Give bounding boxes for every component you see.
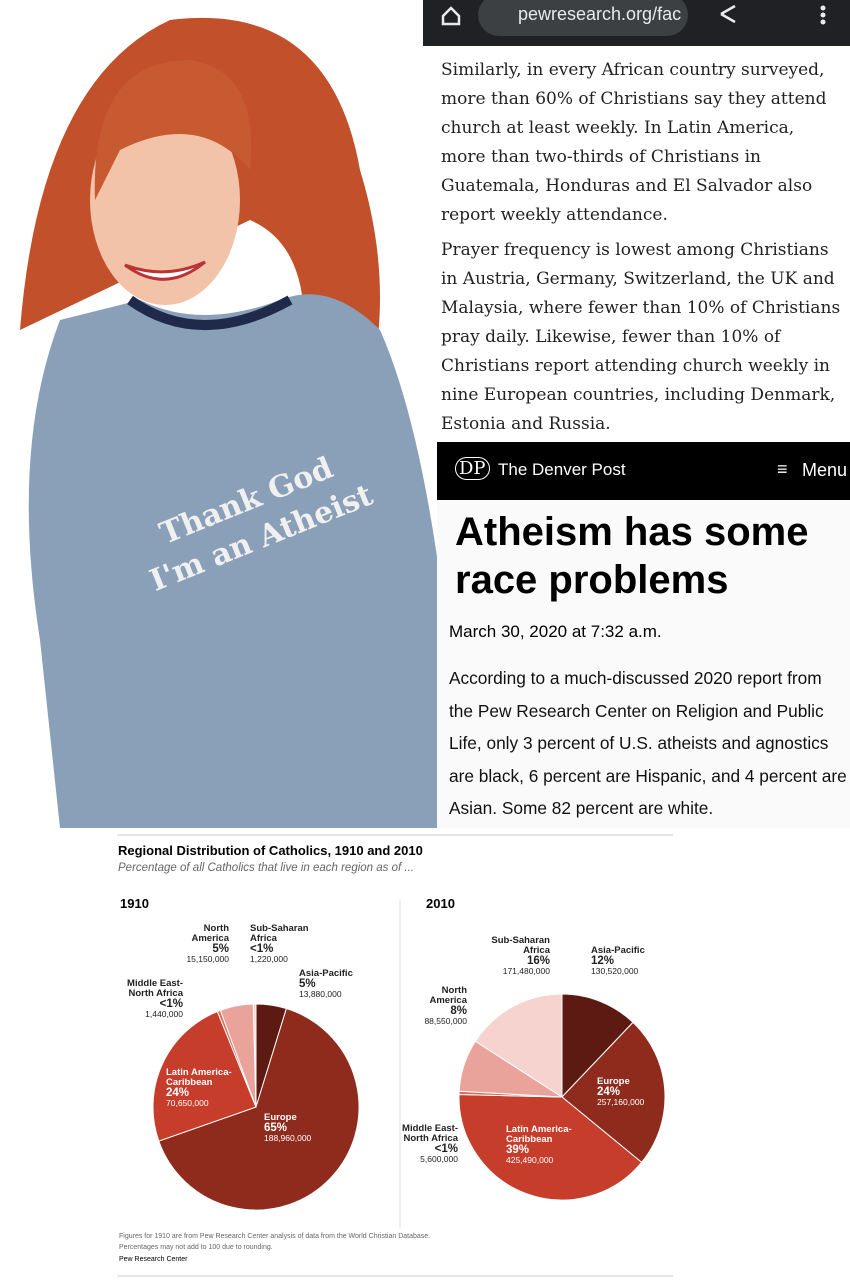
pie-year: 2010 bbox=[426, 896, 455, 911]
slice-percent: <1% bbox=[435, 1143, 458, 1155]
article-bg bbox=[437, 500, 850, 828]
slice-name: Asia-Pacific bbox=[299, 968, 353, 979]
pie-slice bbox=[158, 1007, 360, 1211]
slice-name: Africa bbox=[250, 933, 278, 944]
slice-percent: 12% bbox=[591, 955, 614, 967]
pie-slice bbox=[474, 993, 563, 1098]
article-body: According to a much-discussed 2020 repor… bbox=[449, 668, 847, 818]
slice-count: 15,150,000 bbox=[186, 954, 229, 964]
slice-name: Europe bbox=[597, 1076, 630, 1087]
pie-chart: Regional Distribution of Catholics, 1910… bbox=[117, 834, 673, 1277]
article-text: Similarly, in every African country surv… bbox=[441, 56, 841, 445]
slice-name: Europe bbox=[264, 1112, 297, 1123]
site-name: The Denver Post bbox=[498, 460, 626, 479]
slice-count: 425,490,000 bbox=[506, 1155, 554, 1165]
slice-count: 88,550,000 bbox=[424, 1016, 467, 1026]
slice-name: Asia-Pacific bbox=[591, 945, 645, 956]
headline: Atheism has some race problems bbox=[455, 510, 809, 602]
slice-count: 1,440,000 bbox=[145, 1009, 183, 1019]
slice-count: 13,880,000 bbox=[299, 989, 342, 999]
slice-name: Caribbean bbox=[506, 1134, 553, 1145]
source: Pew Research Center bbox=[119, 1256, 188, 1263]
menu-icon[interactable]: ≡ bbox=[777, 459, 788, 479]
slice-percent: 5% bbox=[299, 978, 316, 990]
slice-name: America bbox=[192, 933, 230, 944]
pie-slice bbox=[458, 1094, 643, 1201]
slice-count: 257,160,000 bbox=[597, 1097, 645, 1107]
slice-percent: 16% bbox=[527, 955, 550, 967]
slice-count: 130,520,000 bbox=[591, 966, 639, 976]
pie-year: 1910 bbox=[120, 896, 149, 911]
slice-count: 188,960,000 bbox=[264, 1133, 312, 1143]
slice-percent: <1% bbox=[250, 943, 273, 955]
slice-count: 171,480,000 bbox=[503, 966, 551, 976]
browser-icons bbox=[441, 4, 826, 26]
slice-name: North Africa bbox=[403, 1133, 458, 1144]
slice-name: Latin America- bbox=[166, 1067, 232, 1078]
pie-slice bbox=[561, 993, 634, 1099]
note: Percentages may not add to 100 due to ro… bbox=[119, 1244, 273, 1251]
slice-name: America bbox=[430, 995, 468, 1006]
paragraph: Similarly, in every African country surv… bbox=[441, 60, 827, 225]
slice-name: North Africa bbox=[128, 988, 183, 999]
pie-slice bbox=[561, 1021, 666, 1164]
slice-count: 70,650,000 bbox=[166, 1098, 209, 1108]
url-bar[interactable]: pewresearch.org/fac bbox=[478, 0, 688, 36]
slice-name: Latin America- bbox=[506, 1124, 572, 1135]
pie-slice bbox=[252, 1003, 257, 1108]
slice-percent: 24% bbox=[166, 1087, 189, 1099]
slice-name: Caribbean bbox=[166, 1077, 213, 1088]
chart-subtitle: Percentage of all Catholics that live in… bbox=[118, 862, 414, 874]
slice-count: 1,220,000 bbox=[250, 954, 288, 964]
chart-title: Regional Distribution of Catholics, 1910… bbox=[118, 843, 423, 858]
note: Figures for 1910 are from Pew Research C… bbox=[119, 1233, 430, 1240]
paragraph: Prayer frequency is lowest among Christi… bbox=[441, 240, 841, 434]
slice-percent: <1% bbox=[160, 998, 183, 1010]
logo[interactable]: DP bbox=[455, 457, 490, 480]
date: March 30, 2020 at 7:32 a.m. bbox=[449, 622, 662, 641]
slice-percent: 8% bbox=[450, 1005, 467, 1017]
slice-name: Sub-Saharan bbox=[491, 935, 550, 946]
slice-name: North bbox=[442, 985, 468, 996]
slice-count: 5,600,000 bbox=[420, 1154, 458, 1164]
slice-name: Sub-Saharan bbox=[250, 923, 309, 934]
slice-percent: 24% bbox=[597, 1086, 620, 1098]
slice-percent: 39% bbox=[506, 1144, 529, 1156]
slice-name: Middle East- bbox=[127, 978, 183, 989]
photo: Thank God I'm an Atheist bbox=[0, 0, 443, 828]
slice-name: North bbox=[204, 923, 230, 934]
site-header: DP The Denver Post ≡ Menu bbox=[437, 442, 850, 500]
slice-name: Africa bbox=[523, 945, 551, 956]
url: pewresearch.org/fac bbox=[518, 4, 682, 24]
menu[interactable]: Menu bbox=[802, 460, 848, 480]
slice-percent: 5% bbox=[212, 943, 229, 955]
slice-percent: 65% bbox=[264, 1122, 287, 1134]
slice-name: Middle East- bbox=[402, 1123, 458, 1134]
